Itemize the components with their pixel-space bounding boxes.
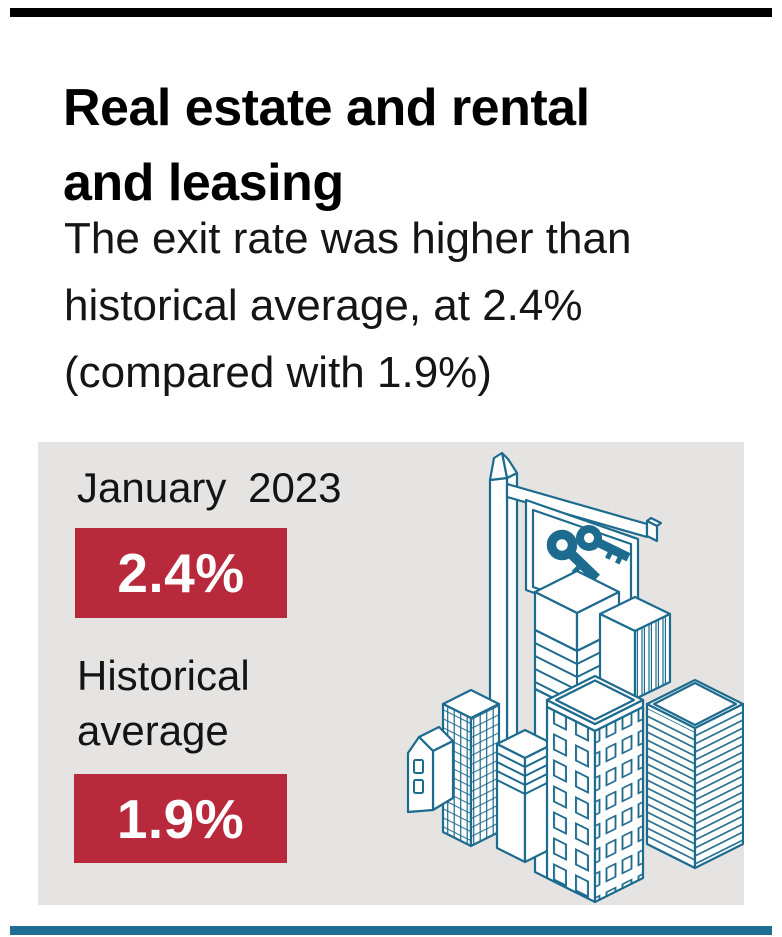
striped-mini-tower xyxy=(598,595,672,701)
page-title: Real estate and rental and leasing xyxy=(63,78,590,212)
isometric-buildings-illustration xyxy=(406,451,744,904)
sign-beam xyxy=(505,482,663,543)
stats-panel: January 2023 2.4% Historical average 1.9… xyxy=(38,442,744,905)
subtitle-line: The exit rate was higher than xyxy=(64,214,632,263)
stat-label-historical-average: Historical average xyxy=(77,652,250,754)
subtitle: The exit rate was higher than historical… xyxy=(64,205,724,406)
striped-highrise xyxy=(645,678,744,870)
central-tower xyxy=(545,674,645,904)
top-rule xyxy=(10,8,772,17)
banded-midrise xyxy=(495,728,555,864)
stat-value-badge-january-2023: 2.4% xyxy=(75,528,287,618)
stat-label-january-2023: January 2023 xyxy=(77,464,342,511)
keys-icon xyxy=(546,525,631,583)
subtitle-line: historical average, at 2.4% xyxy=(64,281,583,330)
bottom-rule xyxy=(10,926,772,935)
stat-value-badge-historical-average: 1.9% xyxy=(74,774,287,863)
subtitle-line: (compared with 1.9%) xyxy=(64,348,492,397)
small-house xyxy=(406,725,455,814)
